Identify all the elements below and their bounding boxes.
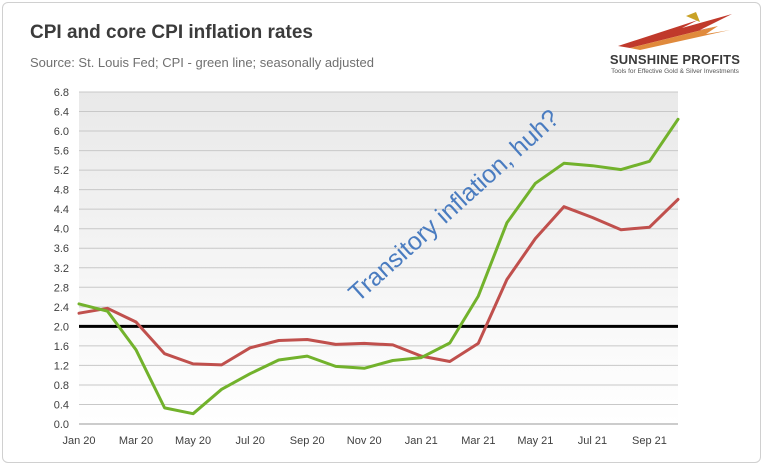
x-tick-label: Sep 21 [632, 435, 667, 447]
y-tick-label: 6.4 [54, 107, 69, 119]
y-tick-label: 5.6 [54, 146, 69, 158]
y-tick-label: 3.6 [54, 243, 69, 255]
core-cpi-series-line [77, 197, 680, 367]
x-tick-label: Sep 20 [290, 435, 325, 447]
logo-tagline: Tools for Effective Gold & Silver Invest… [611, 68, 739, 75]
y-tick-label: 4.0 [54, 224, 69, 236]
y-axis-tick-labels: 0.0 0.4 0.8 1.2 1.6 2.0 2.4 2.8 3.2 3.6 4.0 4.4 4.8 5… [54, 87, 69, 431]
y-tick-label: 1.6 [54, 341, 69, 353]
plot-area [79, 92, 678, 424]
logo-name: SUNSHINE PROFITS [609, 52, 741, 67]
chart-subtitle: Source: St. Louis Fed; CPI - green line;… [30, 55, 374, 70]
series-layer [77, 117, 680, 416]
y-tick-label: 0.0 [54, 419, 69, 431]
y-tick-label: 2.4 [54, 302, 69, 314]
y-tick-label: 4.8 [54, 185, 69, 197]
y-tick-label: 6.8 [54, 87, 69, 99]
y-tick-label: 3.2 [54, 263, 69, 275]
y-tick-label: 5.2 [54, 165, 69, 177]
x-tick-label: May 20 [175, 435, 211, 447]
logo-swoosh-icon [618, 12, 732, 50]
y-tick-label: 0.8 [54, 380, 69, 392]
y-tick-label: 2.8 [54, 282, 69, 294]
x-tick-label: Jul 21 [578, 435, 607, 447]
x-tick-label: Nov 20 [347, 435, 382, 447]
x-tick-label: Mar 20 [119, 435, 153, 447]
x-tick-label: Jan 21 [405, 435, 438, 447]
x-tick-label: Jan 20 [62, 435, 95, 447]
y-tick-label: 2.0 [54, 321, 69, 333]
x-tick-label: Jul 20 [235, 435, 264, 447]
x-tick-label: Mar 21 [461, 435, 495, 447]
cpi-series-line [77, 117, 680, 416]
y-tick-label: 1.2 [54, 360, 69, 372]
y-tick-label: 6.0 [54, 126, 69, 138]
y-tick-label: 0.4 [54, 399, 69, 411]
x-tick-label: May 21 [517, 435, 553, 447]
gridlines [79, 91, 678, 425]
x-axis-tick-labels: Jan 20 Mar 20 May 20 Jul 20 Sep 20 Nov 20 Jan … [62, 435, 666, 447]
chart-title: CPI and core CPI inflation rates [30, 22, 313, 43]
sunshine-profits-logo: SUNSHINE PROFITS Tools for Effective Gol… [600, 12, 750, 82]
y-tick-label: 4.4 [54, 204, 69, 216]
